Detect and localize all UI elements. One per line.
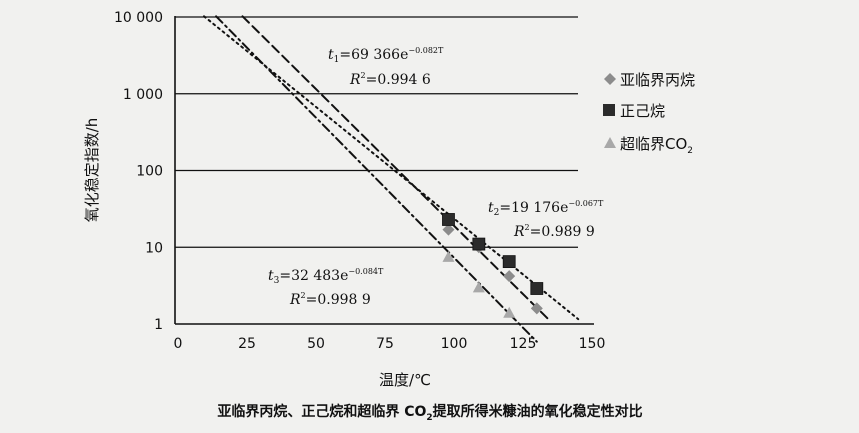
tick-labels: 1 10 100 1 000 10 000 0 25 50 75 100 125 150 [114,10,605,352]
triangle-point [472,281,485,293]
svg-text:R2=0.998 9: R2=0.998 9 [289,291,371,308]
fit-line-3 [215,15,538,343]
fit-lines [203,15,580,343]
figure-caption: 亚临界丙烷、正己烷和超临界 CO2提取所得米糠油的氧化稳定性对比 [217,403,642,423]
svg-text:t3=32 483e−0.084T: t3=32 483e−0.084T [268,267,384,286]
y-tick-label: 1 000 [123,87,163,103]
y-tick-label: 10 [145,240,163,256]
legend: 亚临界丙烷 正己烷 超临界CO2 [603,71,695,156]
data-points [442,213,544,318]
square-point [502,255,516,269]
legend-item-co2: 超临界CO2 [604,135,693,156]
equation-t2: t2=19 176e−0.067T R2=0.989 9 [488,199,604,240]
y-axis-title: 氧化稳定指数/h [83,118,101,223]
square-point [472,237,486,251]
svg-text:t1=69 366e−0.082T: t1=69 366e−0.082T [328,46,444,65]
legend-item-propane: 亚临界丙烷 [604,71,695,89]
svg-text:t2=19 176e−0.067T: t2=19 176e−0.067T [488,199,604,218]
triangle-point [442,250,455,262]
diamond-point [530,302,543,315]
x-tick-label: 100 [441,336,468,352]
x-tick-label: 150 [579,336,606,352]
legend-label-co2: 超临界CO2 [620,135,693,156]
svg-text:R2=0.994 6: R2=0.994 6 [349,71,431,88]
diamond-point [503,270,516,283]
legend-square-marker [603,104,615,116]
y-tick-label: 1 [154,317,163,333]
x-tick-label: 25 [238,336,256,352]
legend-diamond-marker [604,73,616,85]
legend-label-propane: 亚临界丙烷 [620,71,695,89]
svg-text:R2=0.989 9: R2=0.989 9 [513,223,595,240]
x-tick-label: 75 [376,336,394,352]
y-tick-label: 100 [136,164,163,180]
fit-line-1 [241,15,552,323]
x-axis-title: 温度/℃ [379,371,431,389]
legend-triangle-marker [604,137,616,148]
triangle-point [503,306,516,318]
square-point [530,282,544,295]
x-tick-label: 0 [174,336,183,352]
legend-item-hexane: 正己烷 [603,102,665,120]
legend-label-hexane: 正己烷 [620,102,665,120]
y-tick-label: 10 000 [114,10,163,26]
square-point [442,213,455,226]
x-tick-label: 125 [510,336,537,352]
equation-t3: t3=32 483e−0.084T R2=0.998 9 [268,267,384,308]
equation-t1: t1=69 366e−0.082T R2=0.994 6 [328,46,444,88]
x-tick-label: 50 [307,336,325,352]
diamond-point [442,223,455,236]
